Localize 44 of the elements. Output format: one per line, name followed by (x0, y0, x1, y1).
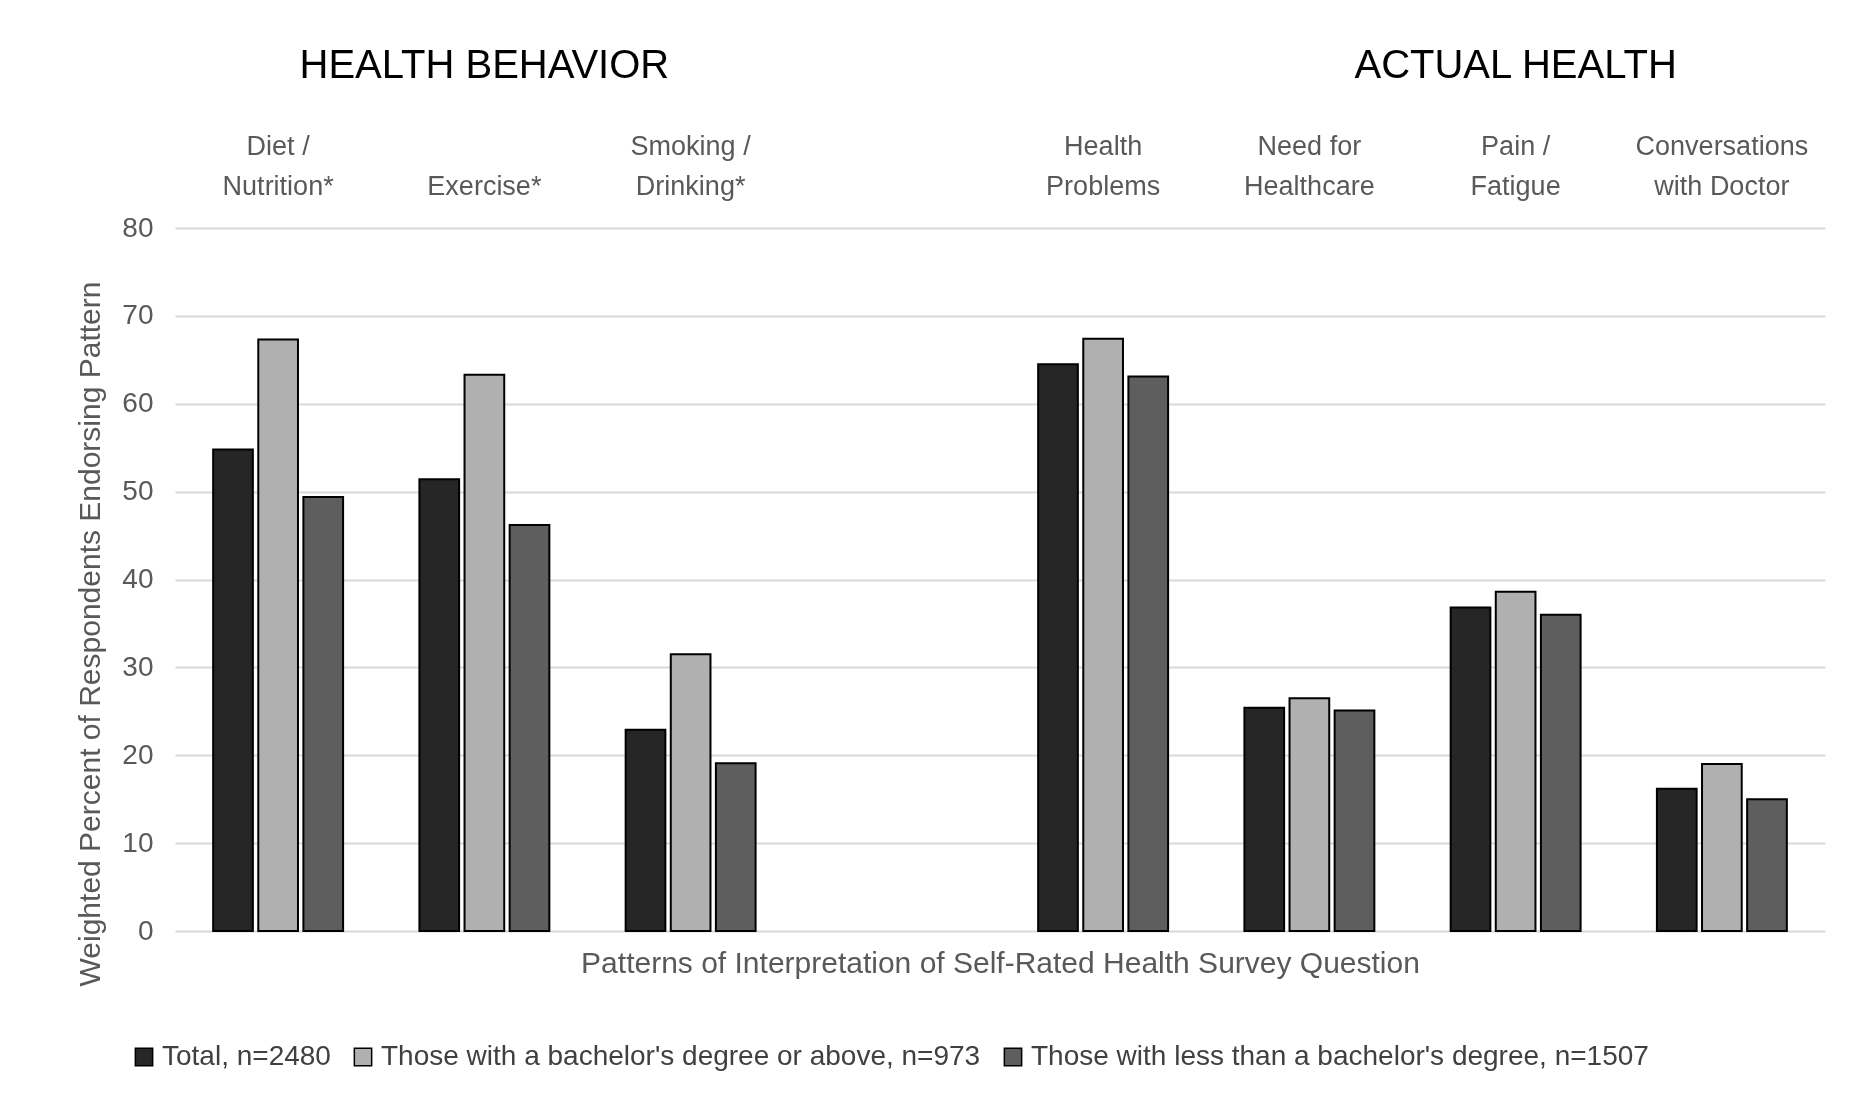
bar (1701, 763, 1743, 932)
y-tick-label: 40 (122, 563, 154, 594)
y-tick-label: 10 (122, 826, 154, 858)
bar (463, 373, 506, 932)
bar (418, 478, 461, 932)
x-tick-label: Pain / Fatigue (1470, 130, 1561, 201)
text: ACTUAL HEALTH (1354, 42, 1677, 86)
bar (257, 338, 299, 932)
y-tick-label: 20 (122, 738, 154, 770)
bar (1082, 337, 1124, 932)
bar (624, 728, 667, 932)
y-tick-label: 70 (122, 299, 154, 331)
bar (714, 762, 757, 932)
x-axis-title: Patterns of Interpretation of Self-Rated Health Survey Question (581, 945, 1420, 979)
y-tick-label: 60 (122, 387, 154, 419)
text: HEALTH BEHAVIOR (299, 42, 670, 86)
bar (669, 653, 712, 932)
x-tick-label: Smoking / Drinking* (630, 130, 752, 201)
bar (1655, 787, 1698, 932)
bar (1539, 613, 1582, 932)
x-tick-label: Need for Healthcare (1244, 130, 1375, 201)
y-axis-title: Weighted Percent of Respondents Endorsing Pattern (73, 281, 107, 987)
bar (302, 495, 345, 932)
bar (1333, 709, 1376, 932)
bar (1494, 590, 1537, 932)
x-tick-label: Exercise* (427, 170, 542, 201)
legend-label: Total, n=2480 (162, 1040, 331, 1071)
x-tick-label: Conversations with Doctor (1635, 130, 1809, 201)
bar (1127, 375, 1170, 932)
bar (1288, 697, 1331, 932)
bar (1449, 606, 1492, 932)
bar (508, 524, 551, 932)
x-tick-label: Health Problems (1046, 130, 1161, 201)
y-tick-label: 50 (122, 475, 154, 507)
legend-label: Those with a bachelor's degree or above, n=973 (381, 1040, 981, 1071)
y-tick-label: 80 (122, 211, 154, 243)
legend-label: Those with less than a bachelor's degree, n=1507 (1031, 1040, 1649, 1071)
bar (1746, 798, 1788, 932)
y-tick-label: 30 (122, 650, 154, 682)
bar (212, 448, 254, 932)
bar (1243, 706, 1286, 932)
bar (1037, 363, 1079, 932)
y-tick-label: 0 (137, 914, 154, 946)
x-tick-label: Diet / Nutrition* (222, 130, 335, 201)
